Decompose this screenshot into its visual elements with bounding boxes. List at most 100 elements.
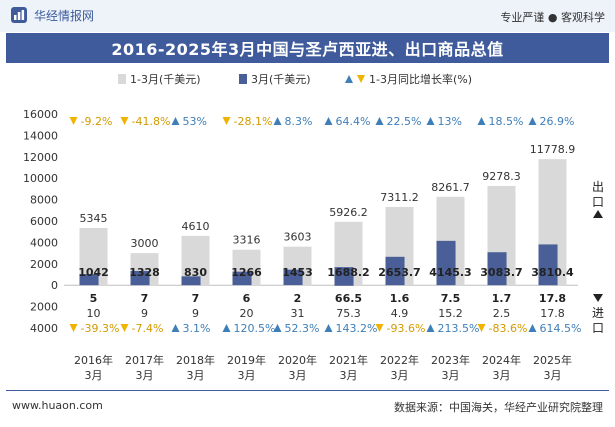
import-march-label: 7 xyxy=(192,292,200,305)
legend-label-growth: 1-3月同比增长率(%) xyxy=(369,72,472,86)
export-march-bar xyxy=(385,256,405,286)
chart: 1-3月(千美元) 3月(千美元) 1-3月同比增长率(%) 16000 14000 12… xyxy=(23,72,604,382)
import-growth-up-icon xyxy=(324,324,333,332)
import-growth-up-icon xyxy=(426,324,435,332)
legend-swatch-march xyxy=(239,74,247,84)
import-march-label: 2 xyxy=(294,292,302,305)
import-growth-up-icon xyxy=(528,324,537,332)
logo-icon xyxy=(11,7,27,23)
import-growth-label: 3.1% xyxy=(183,322,211,335)
brand[interactable]: 华经情报网 xyxy=(10,6,94,24)
import-down-arrow-icon xyxy=(593,294,603,302)
x-tick-label-month: 3月 xyxy=(391,369,409,382)
x-tick-label-month: 3月 xyxy=(238,369,256,382)
export-growth-label: 22.5% xyxy=(387,115,422,128)
legend-up-arrow-icon xyxy=(345,75,353,83)
x-tick-label-month: 3月 xyxy=(85,369,103,382)
import-cumulative-label: 15.2 xyxy=(438,307,463,320)
chart-title-bar: 2016-2025年3月中国与圣卢西亚进、出口商品总值 xyxy=(6,33,609,63)
import-march-label: 1.6 xyxy=(390,292,410,305)
export-march-label: 1453 xyxy=(282,266,313,279)
legend-label-march: 3月(千美元) xyxy=(251,73,311,86)
import-cumulative-label: 20 xyxy=(240,307,254,320)
import-march-label: 1.7 xyxy=(492,292,512,305)
x-tick-label-year: 2024年 xyxy=(482,353,521,367)
import-cumulative-label: 31 xyxy=(291,307,305,320)
export-growth-label: 53% xyxy=(183,115,207,128)
import-march-label: 7 xyxy=(141,292,149,305)
import-growth-up-icon xyxy=(273,324,282,332)
import-growth-down-icon xyxy=(69,324,78,332)
export-cumulative-label: 11778.9 xyxy=(530,143,576,156)
y-tick-label: 14000 xyxy=(23,129,58,142)
export-growth-up-icon xyxy=(324,117,333,125)
footer-website[interactable]: www.huaon.com xyxy=(12,399,103,412)
x-tick-label-year: 2022年 xyxy=(380,353,419,367)
export-growth-label: 18.5% xyxy=(489,115,524,128)
export-march-bar xyxy=(181,276,201,286)
footer-source: 数据来源：中国海关，华经产业研究院整理 xyxy=(394,401,603,414)
export-march-bar xyxy=(538,244,558,286)
slogan: 专业严谨 ● 客观科学 xyxy=(500,11,605,24)
export-cumulative-label: 9278.3 xyxy=(482,170,521,183)
export-growth-up-icon xyxy=(426,117,435,125)
export-march-label: 3083.7 xyxy=(480,266,522,279)
x-tick-label-year: 2020年 xyxy=(278,353,317,367)
x-tick-label-year: 2023年 xyxy=(431,353,470,367)
import-cumulative-label: 9 xyxy=(141,307,148,320)
export-cumulative-label: 8261.7 xyxy=(431,181,470,194)
import-march-label: 7.5 xyxy=(441,292,461,305)
import-growth-label: 52.3% xyxy=(285,322,320,335)
top-bar: 华经情报网 专业严谨 ● 客观科学 xyxy=(0,0,615,32)
export-cumulative-label: 5926.2 xyxy=(329,206,368,219)
y-tick-label: 4000 xyxy=(30,236,58,249)
export-side-label-2: 口 xyxy=(592,195,604,209)
x-tick-label-month: 3月 xyxy=(544,369,562,382)
export-march-bar xyxy=(232,271,252,286)
import-march-label: 17.8 xyxy=(539,292,566,305)
export-march-label: 3810.4 xyxy=(531,266,574,279)
legend-down-arrow-icon xyxy=(357,75,365,83)
export-growth-label: -41.8% xyxy=(132,115,171,128)
export-march-label: 1266 xyxy=(231,266,262,279)
import-growth-up-icon xyxy=(222,324,231,332)
import-growth-label: 614.5% xyxy=(540,322,582,335)
export-growth-label: 26.9% xyxy=(540,115,575,128)
export-growth-up-icon xyxy=(477,117,486,125)
import-cumulative-label: 17.8 xyxy=(540,307,565,320)
import-cumulative-label: 4.9 xyxy=(391,307,409,320)
export-growth-label: -28.1% xyxy=(234,115,273,128)
import-march-label: 6 xyxy=(243,292,251,305)
export-march-label: 830 xyxy=(184,266,207,279)
export-cumulative-label: 7311.2 xyxy=(380,191,419,204)
import-march-bar xyxy=(334,285,354,286)
export-growth-label: 64.4% xyxy=(336,115,371,128)
import-side-label-2: 口 xyxy=(592,321,604,335)
import-growth-label: 143.2% xyxy=(336,322,378,335)
export-march-bar xyxy=(487,252,507,286)
legend-swatch-cumulative xyxy=(118,74,126,84)
x-tick-label-year: 2018年 xyxy=(176,353,215,367)
import-growth-down-icon xyxy=(375,324,384,332)
import-growth-label: 120.5% xyxy=(234,322,276,335)
export-up-arrow-icon xyxy=(593,210,603,218)
brand-name: 华经情报网 xyxy=(34,8,95,23)
export-cumulative-label: 4610 xyxy=(182,220,210,233)
export-cumulative-label: 3316 xyxy=(233,234,261,247)
export-growth-down-icon xyxy=(120,117,129,125)
x-tick-label-year: 2021年 xyxy=(329,353,368,367)
export-cumulative-label: 3603 xyxy=(284,231,312,244)
y-tick-label: 8000 xyxy=(30,194,58,207)
import-cumulative-label: 2.5 xyxy=(493,307,511,320)
import-growth-down-icon xyxy=(477,324,486,332)
chart-title: 2016-2025年3月中国与圣卢西亚进、出口商品总值 xyxy=(111,40,504,59)
x-tick-label-year: 2025年 xyxy=(533,353,572,367)
export-cumulative-label: 5345 xyxy=(80,212,108,225)
import-growth-up-icon xyxy=(171,324,180,332)
import-growth-label: -83.6% xyxy=(489,322,528,335)
import-growth-label: -93.6% xyxy=(387,322,426,335)
export-growth-label: 13% xyxy=(438,115,462,128)
x-tick-label-year: 2016年 xyxy=(74,353,113,367)
x-tick-label-month: 3月 xyxy=(187,369,205,382)
x-tick-label-month: 3月 xyxy=(136,369,154,382)
